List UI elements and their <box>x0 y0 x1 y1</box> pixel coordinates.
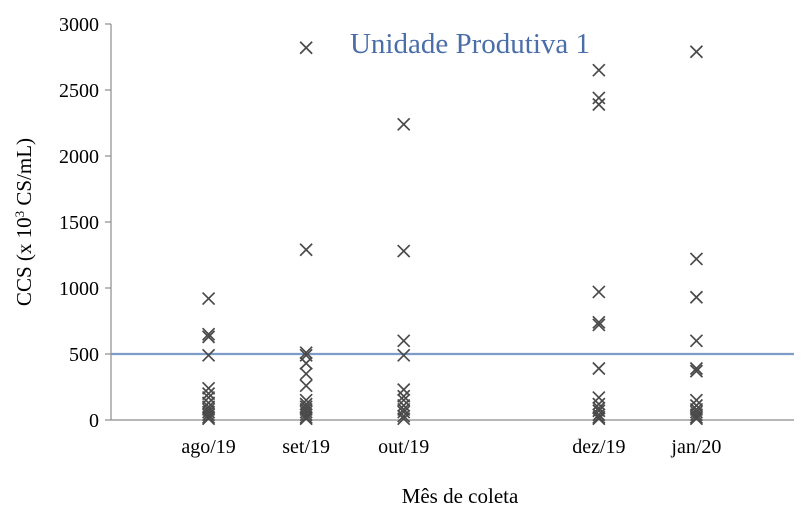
data-point <box>689 408 704 422</box>
data-point <box>592 285 606 299</box>
y-tick-label: 500 <box>69 344 99 366</box>
y-axis-title: CCS (x 103 CS/mL) <box>12 138 37 306</box>
data-point <box>592 410 606 424</box>
x-axis-ticks: ago/19 set/19 out/19 dez/19 jan/20 <box>181 436 721 458</box>
data-point <box>689 290 704 304</box>
data-point <box>201 412 216 426</box>
data-point <box>689 252 704 266</box>
data-point <box>689 334 704 348</box>
data-point <box>201 405 216 419</box>
data-point <box>689 405 704 419</box>
y-tick-label: 2500 <box>59 80 99 102</box>
data-point <box>592 63 606 77</box>
data-point <box>299 405 313 419</box>
x-axis-title: Mês de coleta <box>402 484 519 508</box>
data-point <box>592 397 606 411</box>
y-tick-label: 2000 <box>59 146 99 168</box>
data-point <box>689 45 704 59</box>
data-point <box>299 379 313 393</box>
data-point <box>201 408 216 422</box>
data-point <box>689 393 704 407</box>
data-point <box>299 346 313 360</box>
data-point <box>201 410 216 424</box>
data-point <box>689 398 704 413</box>
data-point <box>592 318 606 332</box>
data-point <box>397 389 411 403</box>
data-point <box>201 386 216 401</box>
data-point <box>592 315 606 329</box>
x-tick-label: dez/19 <box>572 436 625 458</box>
data-point <box>689 364 704 378</box>
data-point <box>397 412 411 426</box>
data-point <box>592 97 606 112</box>
data-point <box>592 401 606 415</box>
data-point <box>299 410 313 424</box>
data-point <box>689 412 704 426</box>
y-tick-label: 1500 <box>59 212 99 234</box>
data-point <box>689 361 704 376</box>
data-point <box>592 91 606 105</box>
data-point <box>592 361 606 376</box>
data-markers <box>201 41 704 426</box>
data-point <box>592 412 606 426</box>
y-axis-ticks: 0 500 1000 1500 2000 2500 3000 <box>59 14 111 432</box>
data-point <box>397 398 411 413</box>
y-axis-title-suffix: CS/mL) <box>12 138 36 211</box>
data-point <box>201 291 216 306</box>
y-tick-label: 1000 <box>59 278 99 300</box>
y-axis-title-prefix: CCS (x 10 <box>12 217 36 306</box>
data-point <box>201 396 216 410</box>
data-point <box>397 117 411 131</box>
data-point <box>201 381 216 395</box>
y-axis-title-sup: 3 <box>12 211 27 218</box>
y-tick-label: 0 <box>89 410 99 432</box>
data-point <box>397 348 411 362</box>
data-point <box>592 408 606 422</box>
data-point <box>201 390 216 405</box>
data-point <box>299 243 313 257</box>
y-tick-label: 3000 <box>59 14 99 36</box>
data-point <box>397 244 411 258</box>
x-tick-label: jan/20 <box>670 436 721 458</box>
data-point <box>299 356 313 370</box>
data-point <box>397 409 411 423</box>
data-point <box>201 348 216 362</box>
data-point <box>201 330 216 344</box>
data-point <box>397 402 411 417</box>
data-point <box>397 405 411 419</box>
data-point <box>397 334 411 348</box>
data-point <box>299 408 313 422</box>
data-point <box>201 327 216 341</box>
x-tick-label: ago/19 <box>181 436 235 458</box>
data-point <box>397 383 411 397</box>
data-point <box>592 390 606 405</box>
data-point <box>299 393 313 407</box>
chart-title: Unidade Produtiva 1 <box>350 28 590 60</box>
x-tick-label: set/19 <box>282 436 330 458</box>
x-tick-label: out/19 <box>378 436 429 458</box>
data-point <box>299 367 313 381</box>
data-point <box>689 410 704 424</box>
data-point <box>397 393 411 407</box>
data-point <box>299 412 313 426</box>
data-point <box>299 41 313 55</box>
